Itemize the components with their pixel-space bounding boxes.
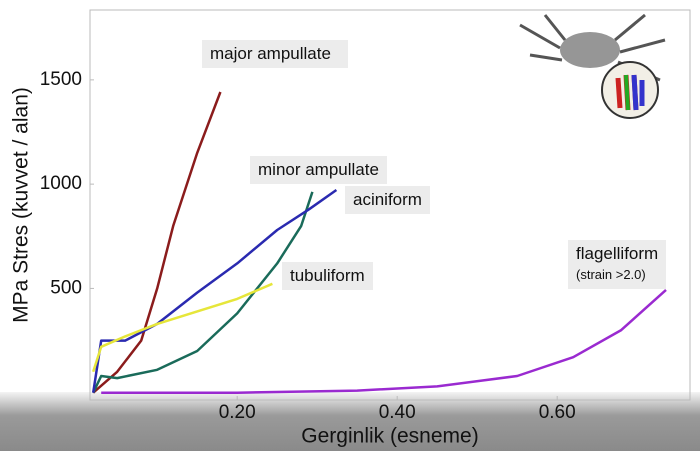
y-tick-label: 1500	[40, 69, 82, 90]
data-line	[92, 191, 314, 394]
y-tick-label: 1000	[40, 173, 82, 194]
y-tick-label: 500	[50, 277, 82, 298]
data-line	[92, 91, 222, 394]
series-label: flagelliform (strain >2.0)	[568, 240, 667, 289]
x-tick-label: 0.40	[379, 402, 416, 423]
data-line	[101, 288, 667, 394]
series-label: major ampullate	[202, 40, 348, 68]
plot-frame	[89, 9, 691, 401]
y-axis-label: MPa Stres (kuvvet / alan)	[10, 87, 33, 323]
data-line	[92, 282, 273, 373]
data-line	[91, 188, 338, 393]
spider-illustration	[519, 13, 666, 119]
x-axis-label: Gerginlik (esneme)	[301, 425, 478, 448]
annotation: (strain >2.0)	[576, 267, 646, 282]
x-tick-label: 0.20	[219, 402, 256, 423]
video-shade	[0, 392, 700, 451]
x-tick-label: 0.60	[539, 402, 576, 423]
series-label: minor ampullate	[250, 156, 387, 184]
series-label: tubuliform	[282, 262, 373, 290]
series-label: aciniform	[345, 186, 430, 214]
